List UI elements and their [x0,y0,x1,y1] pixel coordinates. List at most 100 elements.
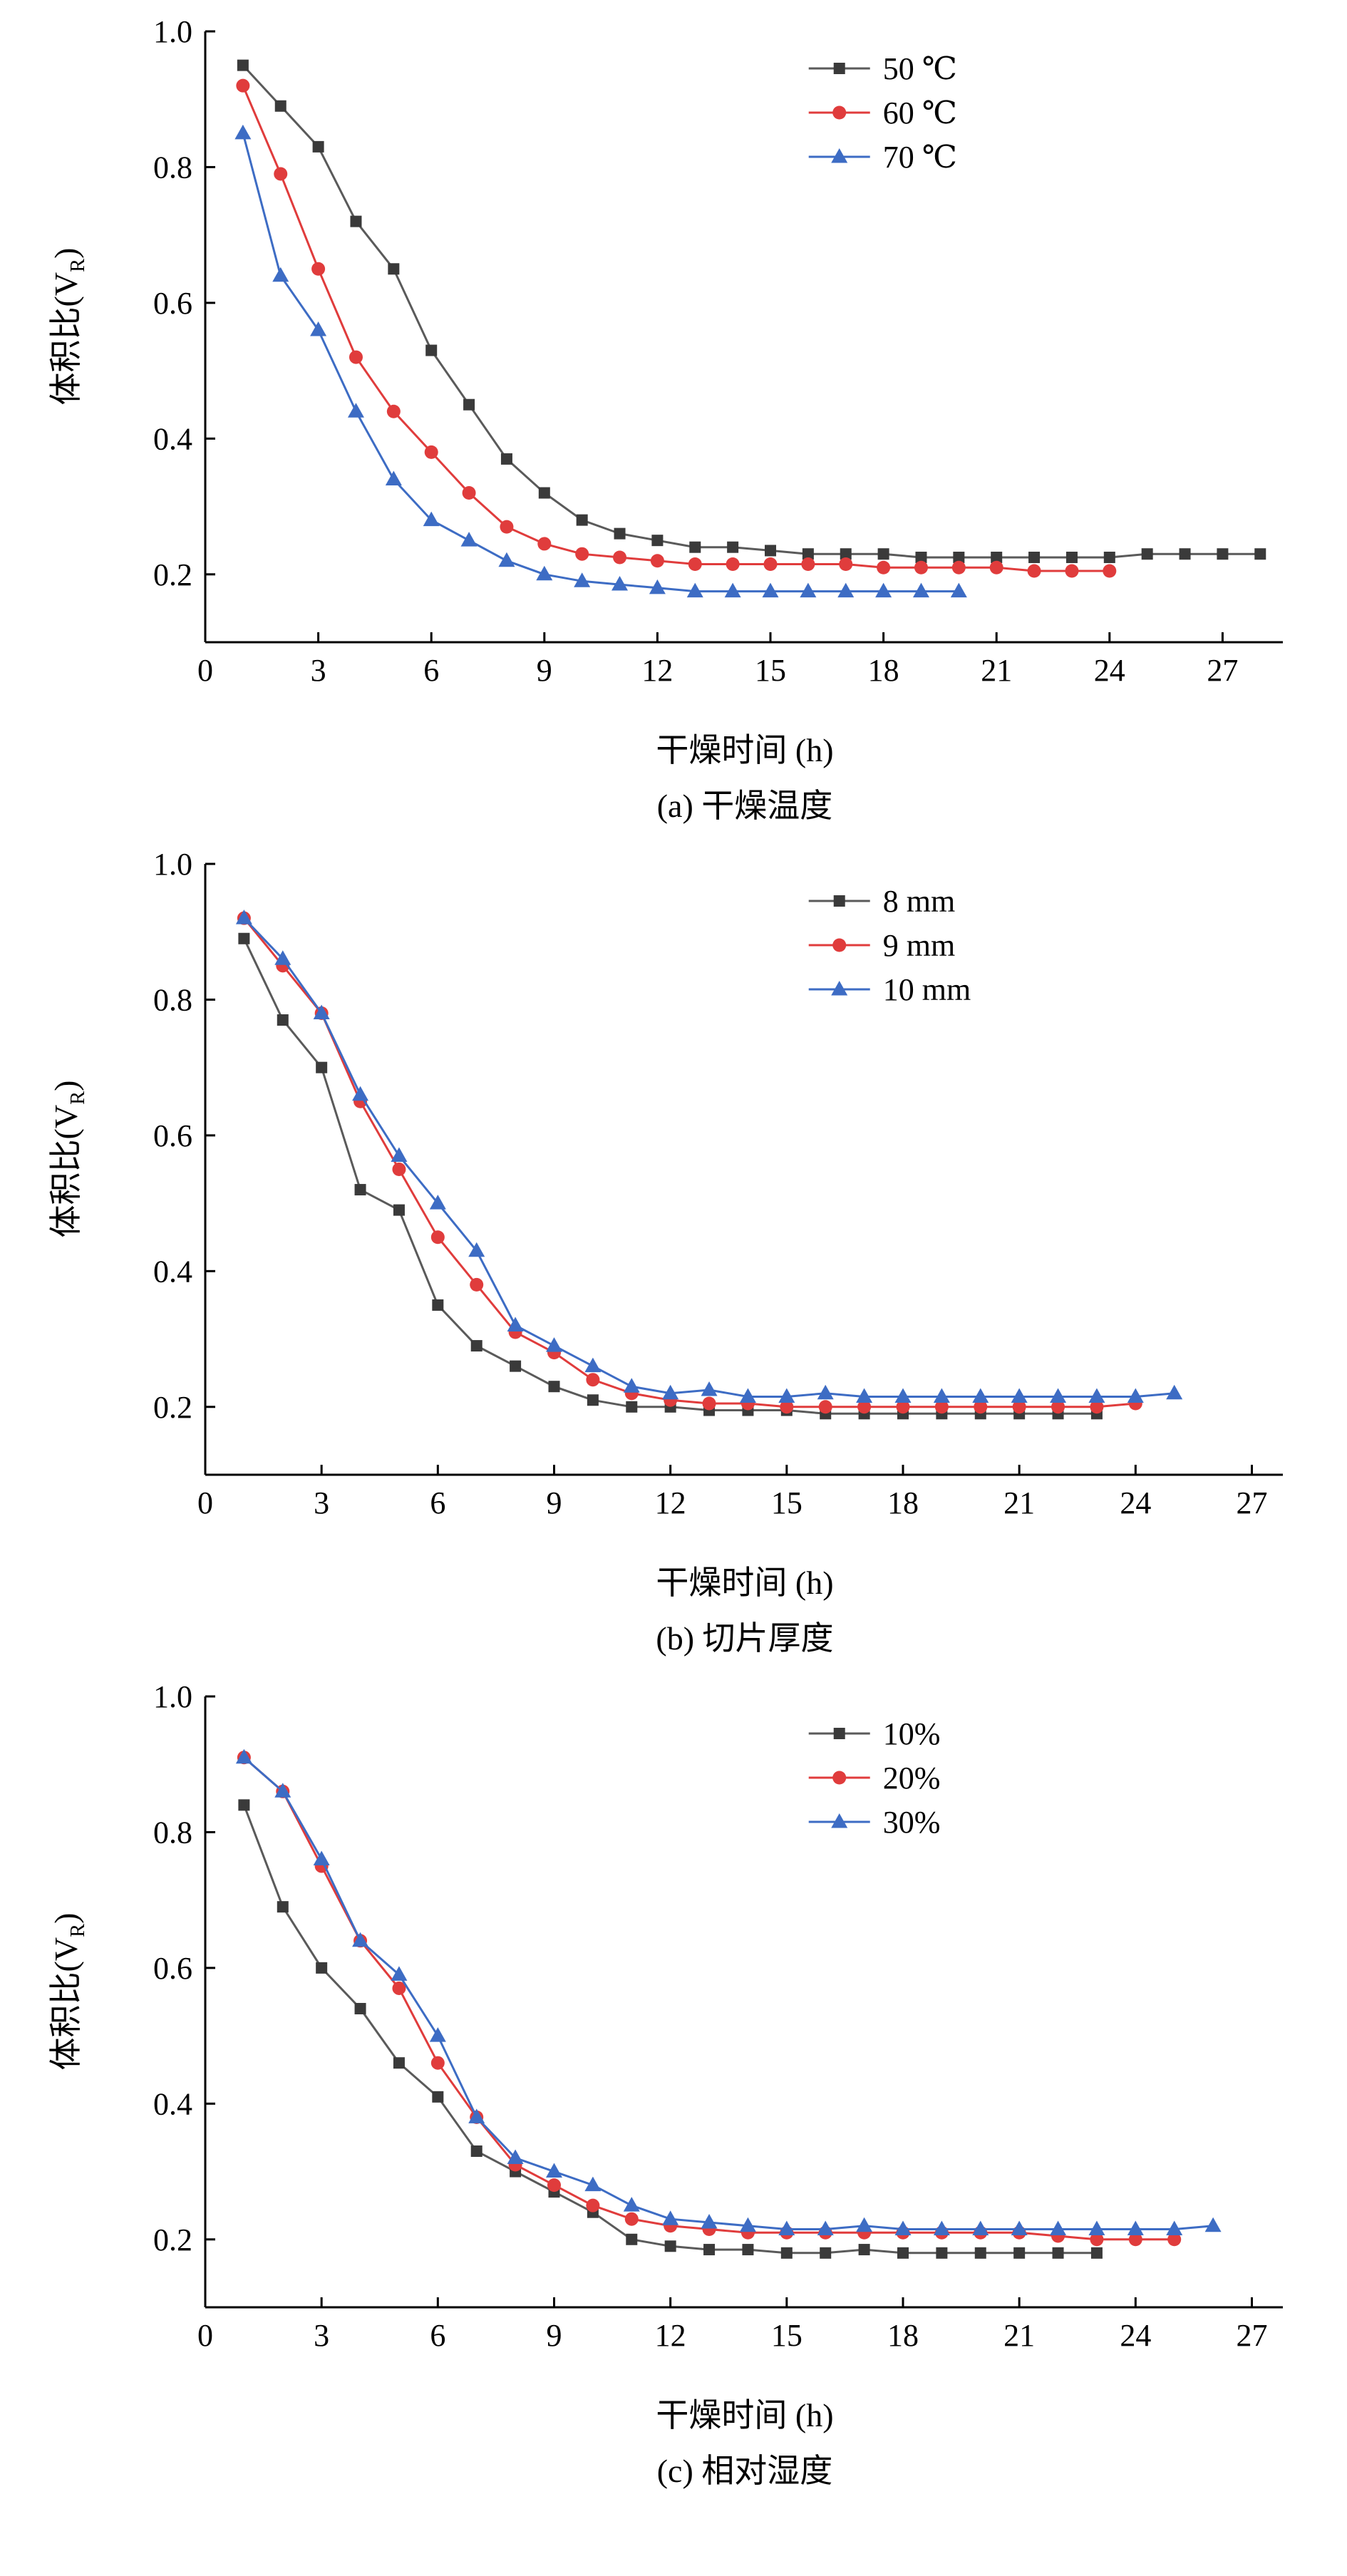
square-marker [350,215,362,227]
circle-marker [857,1400,872,1414]
y-tick-label: 0.4 [153,2086,192,2121]
square-marker [1052,2247,1064,2259]
circle-marker [424,445,438,459]
circle-marker [430,2056,445,2070]
square-marker [833,63,845,74]
x-tick-label: 27 [1236,1485,1267,1520]
square-marker [432,1299,444,1311]
square-marker [354,2003,366,2015]
y-tick-label: 0.8 [153,1815,192,1850]
circle-marker [1027,564,1041,578]
square-marker [802,548,814,560]
x-tick-label: 12 [655,1485,686,1520]
triangle-marker [662,1384,679,1400]
series-line [243,1756,1214,2230]
chart-a-ylabel-wrap: 体积比(VR) [37,11,93,724]
square-marker [463,398,475,411]
triangle-marker [837,582,855,598]
square-marker [312,140,324,153]
series-line [242,64,1261,559]
square-marker [425,344,438,356]
square-marker [877,548,889,560]
square-marker [388,263,400,275]
square-marker [664,2240,676,2252]
circle-marker [934,1400,949,1414]
triangle-marker [352,1086,369,1101]
circle-marker [500,520,514,534]
triangle-marker [429,2027,446,2042]
triangle-marker [724,582,741,598]
square-marker [1090,2247,1103,2259]
chart-panel-b: 体积比(VR) 0 3 6 9 12 15 18 21 24 27 0.2 0.4 0.6 0.8 1.0 8… [37,844,1347,1659]
chart-b-x-axis-label: 干燥时间 (h) [656,1565,834,1601]
legend-label: 10% [883,1716,941,1751]
circle-marker [586,1373,600,1387]
x-tick-label: 27 [1207,653,1238,688]
square-marker [689,541,701,553]
triangle-marker [1204,2217,1222,2232]
circle-marker [349,350,363,364]
circle-marker [951,560,966,575]
square-marker [780,2247,793,2259]
triangle-marker [274,950,291,965]
circle-marker [896,1400,910,1414]
triangle-marker [875,582,892,598]
square-marker [238,932,250,944]
circle-marker [462,486,476,500]
y-tick-label: 0.8 [153,982,192,1017]
chart-c-ylabel-wrap: 体积比(VR) [37,1676,93,2389]
ylabel-suffix: ) [47,1080,84,1091]
chart-b-plot: 0 3 6 9 12 15 18 21 24 27 0.2 0.4 0.6 0.8 1.0 8 mm 9 mm 1… [153,847,1283,1520]
chart-c-plot: 0 3 6 9 12 15 18 21 24 27 0.2 0.4 0.6 0.8 1.0 10% 20% 30% [153,1679,1283,2353]
ylabel-prefix: 体积比(V [47,1104,84,1238]
circle-marker [1051,1400,1065,1414]
triangle-marker [1127,1388,1144,1403]
chart-b-ylabel-wrap: 体积比(VR) [37,844,93,1557]
legend-label: 70 ℃ [883,140,957,175]
chart-b-y-axis-label: 体积比(VR) [40,1081,90,1238]
triangle-marker [972,1388,989,1403]
triangle-marker [831,1813,848,1828]
triangle-marker [701,1381,718,1396]
x-tick-label: 3 [311,653,326,688]
square-marker [833,895,845,907]
x-tick-label: 6 [430,2318,445,2353]
y-tick-label: 1.0 [153,14,192,49]
circle-marker [832,105,847,120]
triangle-marker [423,511,440,527]
triangle-marker [536,565,553,581]
triangle-marker [817,1384,834,1400]
series-line [242,133,959,593]
square-marker [1013,2247,1026,2259]
square-marker [974,2247,986,2259]
x-tick-label: 9 [546,2318,562,2353]
triangle-marker [460,532,478,547]
x-tick-label: 15 [771,2318,802,2353]
circle-marker [613,550,627,565]
chart-c-x-axis-label: 干燥时间 (h) [656,2397,834,2433]
square-marker [576,514,588,526]
triangle-marker [347,403,364,418]
triangle-marker [429,1195,446,1210]
x-tick-label: 9 [546,1485,562,1520]
circle-marker [236,78,250,93]
triangle-marker [468,1242,485,1257]
legend-label: 20% [883,1761,941,1796]
triangle-marker [778,2220,795,2235]
square-marker [915,551,927,563]
x-tick-label: 0 [197,2318,213,2353]
triangle-marker [972,2220,989,2235]
square-marker [470,1340,482,1352]
triangle-marker [1050,2220,1067,2235]
triangle-marker [1127,2220,1144,2235]
x-tick-label: 21 [1003,2318,1035,2353]
triangle-marker [274,1783,291,1798]
x-tick-label: 27 [1236,2318,1267,2353]
square-marker [393,2057,405,2069]
circle-marker [274,167,288,181]
ylabel-prefix: 体积比(V [47,1937,84,2071]
square-marker [393,1204,405,1216]
circle-marker [624,2212,639,2226]
square-marker [470,2145,482,2157]
legend-label: 30% [883,1805,941,1840]
